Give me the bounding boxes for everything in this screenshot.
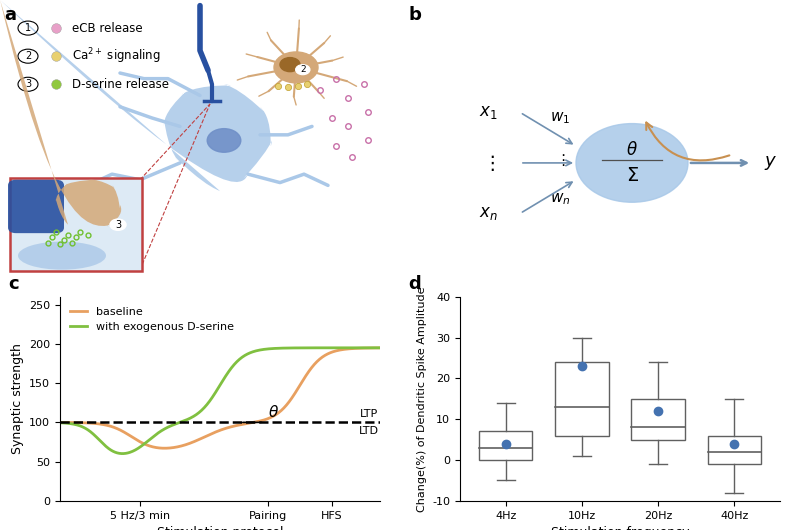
Text: c: c xyxy=(8,275,18,293)
Circle shape xyxy=(576,123,688,202)
Text: 3: 3 xyxy=(115,220,121,229)
Ellipse shape xyxy=(18,242,106,270)
X-axis label: Stimulation frequency: Stimulation frequency xyxy=(550,526,690,530)
Bar xyxy=(631,399,685,440)
Text: 3: 3 xyxy=(25,80,31,89)
Legend: baseline, with exogenous D-serine: baseline, with exogenous D-serine xyxy=(66,302,238,337)
Bar xyxy=(708,436,761,464)
FancyBboxPatch shape xyxy=(8,180,64,233)
Bar xyxy=(555,362,609,436)
Text: $\Sigma$: $\Sigma$ xyxy=(626,166,638,185)
Text: a: a xyxy=(4,6,16,24)
Text: eCB release: eCB release xyxy=(72,22,142,34)
Text: $\vdots$: $\vdots$ xyxy=(555,152,565,168)
FancyArrowPatch shape xyxy=(646,122,730,161)
Text: $x_n$: $x_n$ xyxy=(478,205,498,223)
Circle shape xyxy=(296,65,310,75)
Text: 2: 2 xyxy=(300,65,306,74)
Circle shape xyxy=(274,52,318,83)
Text: $\theta$: $\theta$ xyxy=(626,142,638,160)
Text: $y$: $y$ xyxy=(764,154,778,172)
Text: $\theta$: $\theta$ xyxy=(268,404,279,420)
PathPatch shape xyxy=(56,180,122,227)
Text: Ca$^{2+}$ signaling: Ca$^{2+}$ signaling xyxy=(72,47,161,66)
Circle shape xyxy=(110,219,126,231)
Text: d: d xyxy=(408,275,421,293)
Text: 2: 2 xyxy=(25,51,31,61)
Circle shape xyxy=(280,58,300,72)
Text: LTD: LTD xyxy=(358,426,378,436)
Bar xyxy=(479,431,532,460)
Text: b: b xyxy=(408,6,421,24)
Text: $w_n$: $w_n$ xyxy=(550,191,570,207)
Y-axis label: Synaptic strength: Synaptic strength xyxy=(10,343,23,454)
Text: LTP: LTP xyxy=(360,409,378,419)
FancyBboxPatch shape xyxy=(10,179,142,271)
Circle shape xyxy=(207,129,241,152)
Text: $\vdots$: $\vdots$ xyxy=(482,153,494,173)
Text: 1: 1 xyxy=(25,23,31,33)
PathPatch shape xyxy=(164,84,272,191)
Text: $w_1$: $w_1$ xyxy=(550,110,570,126)
Text: D-serine release: D-serine release xyxy=(72,78,169,91)
Text: $x_1$: $x_1$ xyxy=(478,103,498,121)
Y-axis label: Change(%) of Dendritic Spike Amplitude: Change(%) of Dendritic Spike Amplitude xyxy=(417,286,426,511)
X-axis label: Stimulation protocol: Stimulation protocol xyxy=(157,526,283,530)
